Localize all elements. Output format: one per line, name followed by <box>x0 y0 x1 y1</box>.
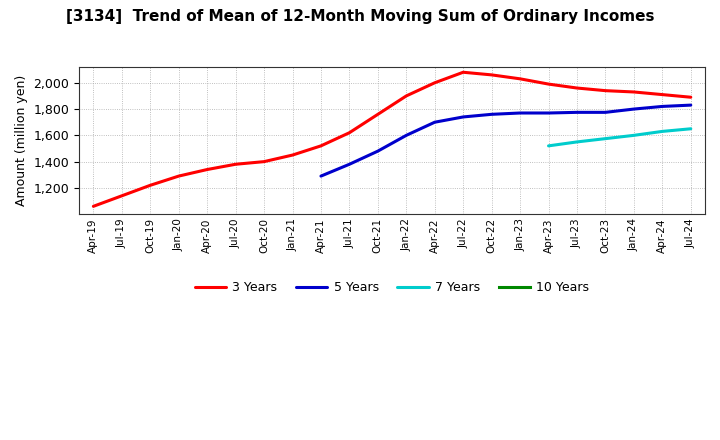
5 Years <box>686 103 695 108</box>
3 Years <box>89 204 98 209</box>
7 Years <box>686 126 695 132</box>
3 Years <box>658 92 667 97</box>
5 Years <box>629 106 638 112</box>
3 Years <box>146 183 155 188</box>
3 Years <box>174 173 183 179</box>
5 Years <box>487 112 496 117</box>
3 Years <box>260 159 269 164</box>
3 Years <box>572 85 581 91</box>
Line: 5 Years: 5 Years <box>321 105 690 176</box>
5 Years <box>601 110 610 115</box>
5 Years <box>459 114 467 120</box>
3 Years <box>117 193 126 198</box>
3 Years <box>544 81 553 87</box>
5 Years <box>516 110 524 116</box>
3 Years <box>487 72 496 77</box>
5 Years <box>544 110 553 116</box>
3 Years <box>601 88 610 93</box>
3 Years <box>459 70 467 75</box>
3 Years <box>203 167 212 172</box>
3 Years <box>516 76 524 81</box>
7 Years <box>658 129 667 134</box>
5 Years <box>431 120 439 125</box>
5 Years <box>572 110 581 115</box>
7 Years <box>629 133 638 138</box>
7 Years <box>601 136 610 141</box>
3 Years <box>317 143 325 149</box>
3 Years <box>431 80 439 85</box>
3 Years <box>686 95 695 100</box>
5 Years <box>345 161 354 167</box>
Legend: 3 Years, 5 Years, 7 Years, 10 Years: 3 Years, 5 Years, 7 Years, 10 Years <box>190 276 594 299</box>
3 Years <box>629 89 638 95</box>
5 Years <box>658 104 667 109</box>
7 Years <box>544 143 553 149</box>
5 Years <box>374 148 382 154</box>
5 Years <box>402 133 410 138</box>
Line: 3 Years: 3 Years <box>94 72 690 206</box>
Text: [3134]  Trend of Mean of 12-Month Moving Sum of Ordinary Incomes: [3134] Trend of Mean of 12-Month Moving … <box>66 9 654 24</box>
7 Years <box>572 139 581 145</box>
3 Years <box>374 112 382 117</box>
3 Years <box>231 161 240 167</box>
5 Years <box>317 173 325 179</box>
Line: 7 Years: 7 Years <box>549 129 690 146</box>
3 Years <box>402 93 410 99</box>
Y-axis label: Amount (million yen): Amount (million yen) <box>15 75 28 206</box>
3 Years <box>288 152 297 158</box>
3 Years <box>345 130 354 136</box>
